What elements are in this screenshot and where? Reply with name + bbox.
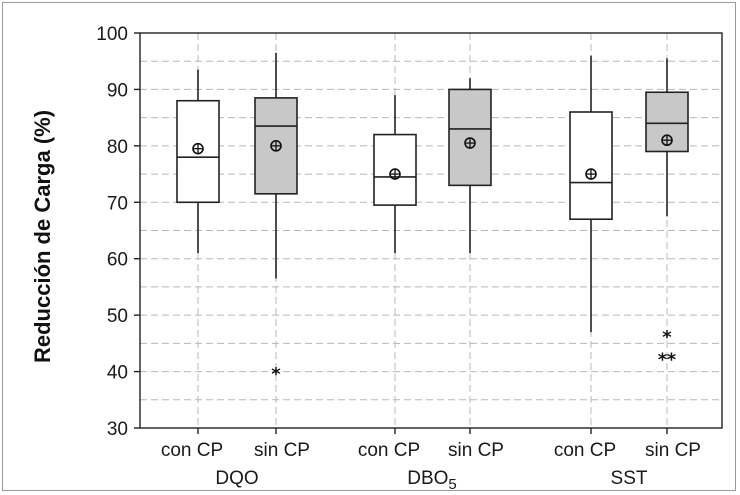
y-tick-label: 100 [96,24,128,45]
y-tick-label: 60 [107,250,128,271]
box-dqo-con-cp [176,69,220,254]
group-label-subscript: 5 [448,476,456,493]
grid-layer [140,33,722,428]
x-tick-label: sin CP [254,440,310,461]
y-tick-label: 80 [107,137,128,158]
y-tick-label: 70 [107,193,128,214]
outlier-marker: * [667,350,677,371]
group-label-text: DQO [215,468,258,489]
x-tick-label: con CP [358,440,420,461]
y-axis-label: Reducción de Carga (%) [30,110,55,363]
box-sst-con-cp [569,55,613,333]
x-tick-label: con CP [554,440,616,461]
box-layer: ** ** [176,52,689,385]
axis-layer: 30 40 50 60 70 80 90 100 con CP sin CP DQO con CP si… [96,24,723,493]
box-dqo-sin-cp: * [254,52,298,385]
box-sst-sin-cp: * ** [645,58,689,371]
box-dbo-sin-cp [448,78,492,254]
y-tick-label: 90 [107,80,128,101]
iqr-box [569,111,613,221]
chart-frame [2,2,736,491]
x-tick-label: sin CP [645,440,701,461]
group-label: DBO5 [407,468,457,493]
outlier-marker: * [658,350,668,371]
outlier-marker: * [662,327,672,348]
iqr-box [254,97,298,195]
group-label: SST [611,468,648,489]
box-dbo-con-cp [373,95,417,254]
y-tick-label: 40 [107,363,128,384]
group-label-text: DBO [407,468,448,489]
outlier-marker: * [271,364,281,385]
group-label: DQO [215,468,258,489]
group-label-text: SST [611,468,648,489]
plot-border [139,32,723,429]
x-tick-label: con CP [161,440,223,461]
y-tick-label: 50 [107,306,128,327]
x-tick-label: sin CP [448,440,504,461]
y-tick-label: 30 [107,419,128,440]
